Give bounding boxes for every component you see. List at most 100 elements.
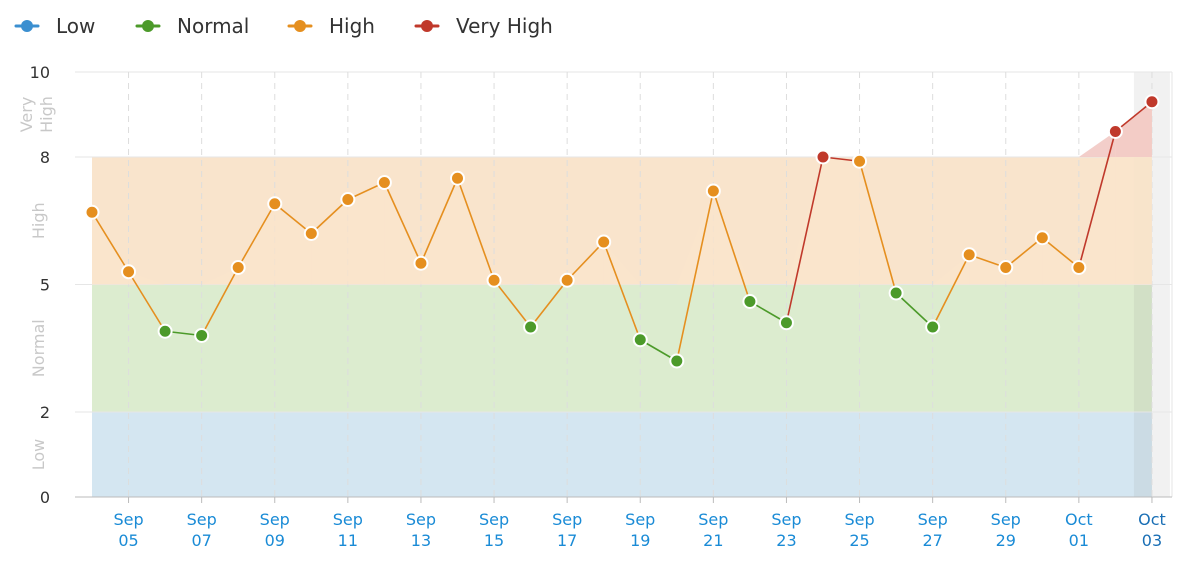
line-segment xyxy=(1078,131,1117,268)
data-point xyxy=(121,264,137,280)
line-segment xyxy=(420,177,459,264)
area-segment-high xyxy=(932,254,970,285)
legend-marker xyxy=(294,20,306,32)
y-tick-label: 2 xyxy=(40,403,50,422)
area-segment-high xyxy=(823,157,860,285)
x-tick-day: 03 xyxy=(1142,531,1162,550)
data-point xyxy=(632,332,648,348)
area-segment-high xyxy=(1078,131,1116,285)
data-point xyxy=(486,272,502,288)
y-tick-label: 0 xyxy=(40,488,50,507)
data-point xyxy=(267,196,283,212)
area-segment-high xyxy=(859,161,897,285)
x-axis: Sep 05 Sep 07 Sep 09 Sep 11 Sep 13 Sep 15 Sep 17 Sep 19… xyxy=(113,497,1166,550)
data-point xyxy=(340,192,356,207)
area-segment-high xyxy=(420,178,458,285)
data-point xyxy=(450,170,465,186)
line-segment xyxy=(858,161,897,294)
legend-marker xyxy=(21,20,33,32)
x-tick-month: Sep xyxy=(479,510,509,529)
x-tick-month: Oct xyxy=(1065,510,1093,529)
data-point xyxy=(413,255,429,271)
x-tick-month: Sep xyxy=(698,510,728,529)
area-segment-very-high xyxy=(1078,131,1116,157)
line-segment xyxy=(712,190,751,302)
legend-marker xyxy=(421,20,433,32)
x-tick-month: Sep xyxy=(918,510,948,529)
band-normal xyxy=(92,284,1152,412)
line-segment xyxy=(456,177,495,281)
line-segment xyxy=(566,241,605,281)
data-point xyxy=(742,294,758,309)
area-segment-high xyxy=(347,182,385,285)
line-segment xyxy=(529,279,568,328)
area-segment-high xyxy=(384,182,421,285)
data-point xyxy=(1107,124,1123,139)
x-tick-day: 29 xyxy=(996,531,1016,550)
area-segment-high xyxy=(1005,237,1043,285)
x-tick-month: Sep xyxy=(187,510,217,529)
band-label-low: Low xyxy=(29,439,48,471)
data-point xyxy=(852,153,868,169)
area-segment-high xyxy=(1042,237,1079,285)
line-segment xyxy=(895,292,934,328)
line-segment xyxy=(200,267,239,336)
x-tick-month: Sep xyxy=(771,510,801,529)
data-point xyxy=(705,183,721,199)
data-point xyxy=(1034,230,1050,246)
band-very-high xyxy=(92,72,1152,157)
x-tick-day: 23 xyxy=(776,531,796,550)
area-segment-high xyxy=(274,203,312,285)
y-tick-label: 5 xyxy=(40,276,50,295)
data-point xyxy=(84,204,100,220)
area-segment-high xyxy=(786,157,823,285)
data-point xyxy=(669,353,685,369)
line-segment xyxy=(1114,101,1153,133)
data-point xyxy=(194,328,210,343)
x-tick-day: 09 xyxy=(265,531,285,550)
data-point xyxy=(559,272,575,288)
area-segment-high xyxy=(676,191,714,285)
series-points xyxy=(84,94,1160,369)
legend-label: High xyxy=(329,14,375,38)
chart-legend: Low Normal High Very High xyxy=(14,14,553,38)
legend-marker xyxy=(142,20,154,32)
area-segment-high xyxy=(603,242,641,285)
line-segment xyxy=(310,198,349,235)
data-point xyxy=(303,226,319,241)
line-segment xyxy=(931,254,970,328)
area-segment-high xyxy=(969,254,1006,285)
x-tick-day: 21 xyxy=(703,531,723,550)
data-point xyxy=(523,319,539,335)
legend-item-normal: Normal xyxy=(135,14,249,38)
data-point xyxy=(778,315,794,331)
x-tick-month: Oct xyxy=(1138,510,1166,529)
line-segment xyxy=(274,203,312,235)
line-segment xyxy=(602,241,641,341)
x-tick-day: 11 xyxy=(338,531,358,550)
x-tick-day: 01 xyxy=(1069,531,1089,550)
x-tick-month: Sep xyxy=(333,510,363,529)
data-point xyxy=(596,234,612,250)
series-area xyxy=(92,101,1152,285)
legend-item-very-high: Very High xyxy=(414,14,553,38)
line-segment xyxy=(383,182,422,264)
area-segment-high xyxy=(311,199,348,285)
x-tick-day: 27 xyxy=(922,531,942,550)
data-point xyxy=(961,247,977,263)
x-tick-day: 15 xyxy=(484,531,504,550)
area-segment-high xyxy=(238,203,275,285)
x-tick-month: Sep xyxy=(552,510,582,529)
legend-label: Low xyxy=(56,14,95,38)
area-segment-high xyxy=(128,271,166,285)
x-tick-month: Sep xyxy=(113,510,143,529)
band-label-normal: Normal xyxy=(29,319,48,377)
area-segment-high xyxy=(494,280,531,285)
x-tick-month: Sep xyxy=(406,510,436,529)
band-low xyxy=(92,412,1152,497)
x-tick-month: Sep xyxy=(625,510,655,529)
y-axis: 0 2 5 8 10 xyxy=(30,63,1172,507)
x-tick-day: 07 xyxy=(191,531,211,550)
data-point xyxy=(998,260,1014,275)
